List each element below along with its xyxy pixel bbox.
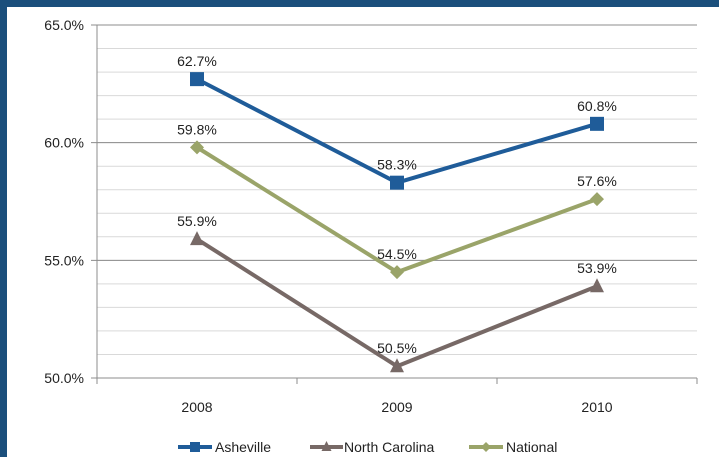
data-point-national (590, 192, 604, 207)
data-point-asheville (190, 72, 204, 87)
data-label-asheville: 60.8% (577, 98, 617, 114)
data-label-north-carolina: 55.9% (177, 213, 217, 229)
chart-frame (7, 7, 719, 457)
data-label-national: 57.6% (577, 173, 617, 189)
y-tick-label: 55.0% (44, 252, 84, 268)
data-point-north-carolina (590, 278, 604, 293)
legend-marker-north-carolina (321, 441, 332, 451)
legend-label-north-carolina: North Carolina (344, 439, 434, 455)
y-tick-label: 60.0% (44, 135, 84, 151)
data-label-north-carolina: 50.5% (377, 340, 417, 356)
data-label-national: 54.5% (377, 246, 417, 262)
legend-label-national: National (506, 439, 557, 455)
x-tick-label: 2008 (181, 399, 212, 415)
data-point-national (390, 265, 404, 280)
legend-marker-national (481, 442, 491, 452)
data-label-north-carolina: 53.9% (577, 260, 617, 276)
y-tick-label: 65.0% (44, 17, 84, 33)
data-point-asheville (590, 116, 604, 131)
legend-marker-asheville (190, 442, 200, 452)
data-label-asheville: 62.7% (177, 53, 217, 69)
data-point-asheville (390, 175, 404, 190)
data-point-national (190, 140, 204, 155)
x-tick-label: 2010 (581, 399, 612, 415)
legend-label-asheville: Asheville (215, 439, 271, 455)
data-point-north-carolina (190, 231, 204, 246)
x-tick-label: 2009 (381, 399, 412, 415)
data-point-north-carolina (390, 358, 404, 373)
data-label-asheville: 58.3% (377, 157, 417, 173)
data-label-national: 59.8% (177, 121, 217, 137)
y-tick-label: 50.0% (44, 370, 84, 386)
